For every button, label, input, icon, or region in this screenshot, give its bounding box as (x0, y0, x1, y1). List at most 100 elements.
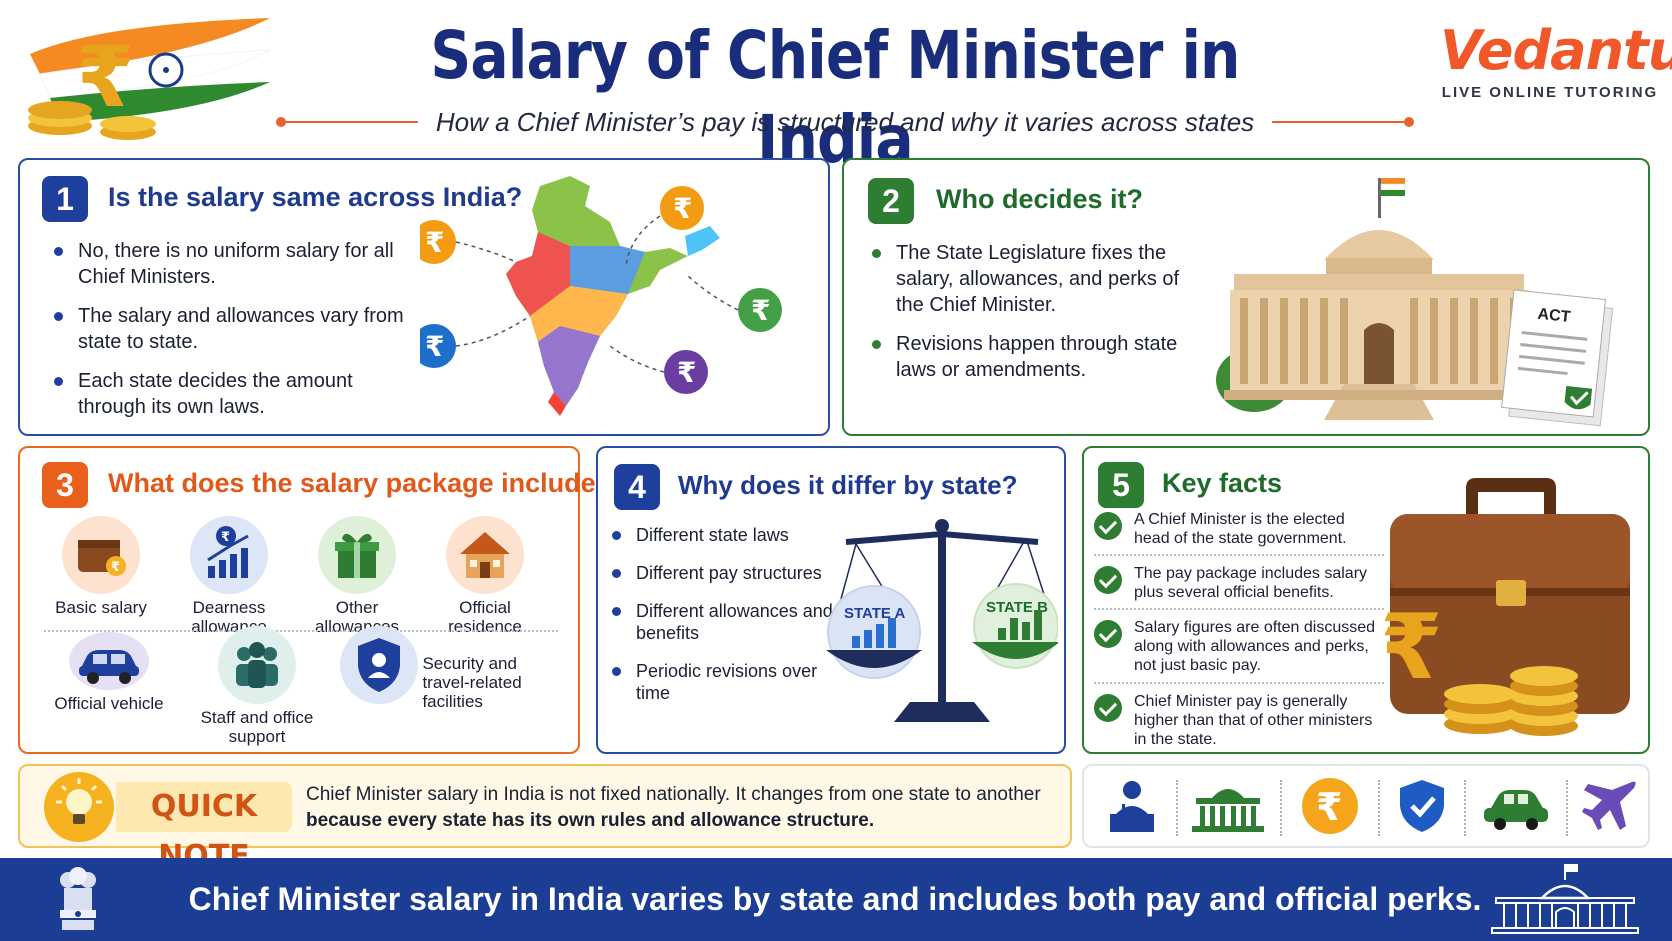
package-item-other-allowances: Other allowances (292, 516, 422, 636)
national-emblem-icon (60, 867, 96, 930)
icon-strip-divider (1464, 780, 1466, 836)
growth-chart-icon: ₹ (190, 516, 268, 594)
act-document-label: ACT (1537, 306, 1572, 326)
footer-banner: Chief Minister salary in India varies by… (0, 858, 1672, 941)
bullet-item: Different pay structures (608, 562, 838, 584)
car-icon (1484, 790, 1548, 830)
page-subtitle: How a Chief Minister’s pay is structured… (435, 106, 1255, 137)
wallet-icon: ₹ (62, 516, 140, 594)
bullet-item: Revisions happen through state laws or a… (868, 331, 1198, 383)
package-item-official-vehicle: Official vehicle (44, 632, 174, 713)
package-item-dearness-allowance: ₹ Dearness allowance (164, 516, 294, 636)
staff-icon (218, 626, 296, 704)
package-item-label: Staff and office support (200, 708, 314, 746)
bullet-list: Different state laws Different pay struc… (608, 524, 838, 720)
package-item-basic-salary: ₹ Basic salary (36, 516, 166, 617)
package-divider (44, 630, 558, 632)
header: ₹ Salary of Chief Minister in India How … (0, 0, 1672, 178)
quick-note-line: Chief Minister salary in India is not fi… (306, 784, 1041, 805)
parliament-icon (1491, 864, 1639, 934)
fact-divider (1094, 682, 1384, 684)
subtitle-divider-right (1272, 117, 1414, 127)
rupee-icon: ₹ (1380, 595, 1443, 700)
bullet-item: Different state laws (608, 524, 838, 546)
card-number: 4 (614, 464, 660, 510)
svg-text:₹: ₹ (1316, 785, 1342, 829)
house-icon (446, 516, 524, 594)
fact-text: Salary figures are often discussed along… (1134, 619, 1376, 674)
svg-text:₹: ₹ (425, 226, 444, 259)
check-icon (1094, 694, 1122, 722)
package-item-official-residence: Official residence (420, 516, 550, 636)
fact-item: A Chief Minister is the elected head of … (1094, 510, 1384, 548)
briefcase-icon: ₹ (1380, 478, 1630, 736)
check-icon (1094, 512, 1122, 540)
india-map-icon: ₹ ₹ ₹ ₹ ₹ (420, 176, 782, 416)
bullet-item: The State Legislature fixes the salary, … (868, 240, 1198, 318)
card-title: Is the salary same across India? (108, 182, 523, 212)
quick-note-line: because every state has its own rules an… (306, 810, 875, 831)
card-who-decides: 2 Who decides it? The State Legislature … (842, 158, 1650, 436)
rupee-icon: ₹ (1302, 778, 1358, 834)
bullet-list: No, there is no uniform salary for all C… (50, 238, 410, 433)
package-item-staff-support: Staff and office support (192, 626, 322, 746)
svg-text:₹: ₹ (425, 330, 444, 363)
icon-strip-divider (1280, 780, 1282, 836)
rupee-flag-coins-icon: ₹ (28, 18, 271, 140)
subtitle-divider-left (276, 117, 418, 127)
footer-text: Chief Minister salary in India varies by… (188, 881, 1482, 917)
bullet-item: No, there is no uniform salary for all C… (50, 238, 410, 290)
card-title: Why does it differ by state? (678, 470, 1018, 500)
icon-strip-divider (1566, 780, 1568, 836)
check-icon (1094, 620, 1122, 648)
card-salary-same: 1 Is the salary same across India? No, t… (18, 158, 830, 436)
card-salary-package: 3 What does the salary package include? … (18, 446, 612, 754)
fact-item: Chief Minister pay is generally higher t… (1094, 692, 1384, 749)
card-title: What does the salary package include? (108, 468, 613, 498)
card-key-facts: 5 Key facts A Chief Minister is the elec… (1082, 446, 1650, 754)
bullet-item: The salary and allowances vary from stat… (50, 303, 410, 355)
svg-text:₹: ₹ (673, 192, 692, 225)
icon-strip-divider (1176, 780, 1178, 836)
shield-icon (1400, 780, 1444, 832)
svg-text:₹: ₹ (751, 294, 770, 327)
brand-name: Vedantu (1440, 19, 1672, 82)
page-title: Salary of Chief Minister in India (430, 17, 1240, 178)
quick-note: QUICK NOTE Chief Minister salary in Indi… (18, 764, 1072, 874)
card-title: Who decides it? (936, 184, 1144, 214)
card-title: Key facts (1162, 468, 1283, 498)
subtitle-row: How a Chief Minister’s pay is structured… (276, 104, 1414, 140)
brand-logo[interactable]: Vedantu LIVE ONLINE TUTORING (1440, 16, 1672, 116)
bullet-item: Different allowances and benefits (608, 600, 838, 644)
card-number: 5 (1098, 462, 1144, 508)
bullet-item: Periodic revisions over time (608, 660, 838, 704)
coins-icon (1444, 666, 1578, 736)
icon-strip-divider (1378, 780, 1380, 836)
fact-item: Salary figures are often discussed along… (1094, 618, 1384, 675)
fact-text: A Chief Minister is the elected head of … (1134, 511, 1347, 547)
fact-item: The pay package includes salary plus sev… (1094, 564, 1384, 602)
legislature-icon (1192, 789, 1264, 832)
fact-divider (1094, 608, 1384, 610)
svg-text:₹: ₹ (677, 356, 696, 389)
legislature-building-icon: ACT (1216, 178, 1614, 427)
package-item-label: Basic salary (55, 598, 147, 617)
bullet-list: The State Legislature fixes the salary, … (868, 240, 1198, 396)
lightbulb-icon (44, 772, 114, 842)
fact-text: Chief Minister pay is generally higher t… (1134, 693, 1373, 748)
package-item-label: Official vehicle (54, 694, 164, 713)
airplane-icon (1582, 781, 1636, 830)
brand-tagline: LIVE ONLINE TUTORING (1441, 84, 1659, 101)
speaker-icon (1110, 781, 1154, 832)
quick-note-text: Chief Minister salary in India is not fi… (306, 782, 1086, 834)
car-icon (69, 632, 149, 690)
security-shield-icon (340, 626, 418, 704)
check-icon (1094, 566, 1122, 594)
state-a-label: STATE A (844, 605, 906, 622)
balance-scale-icon: STATE A STATE B (826, 519, 1058, 722)
bullet-item: Each state decides the amount through it… (50, 368, 410, 420)
gift-icon (318, 516, 396, 594)
svg-text:₹: ₹ (221, 530, 230, 545)
icon-strip: ₹ (1082, 764, 1650, 848)
package-item-security-travel: Security and travel-related facilities (340, 626, 550, 711)
